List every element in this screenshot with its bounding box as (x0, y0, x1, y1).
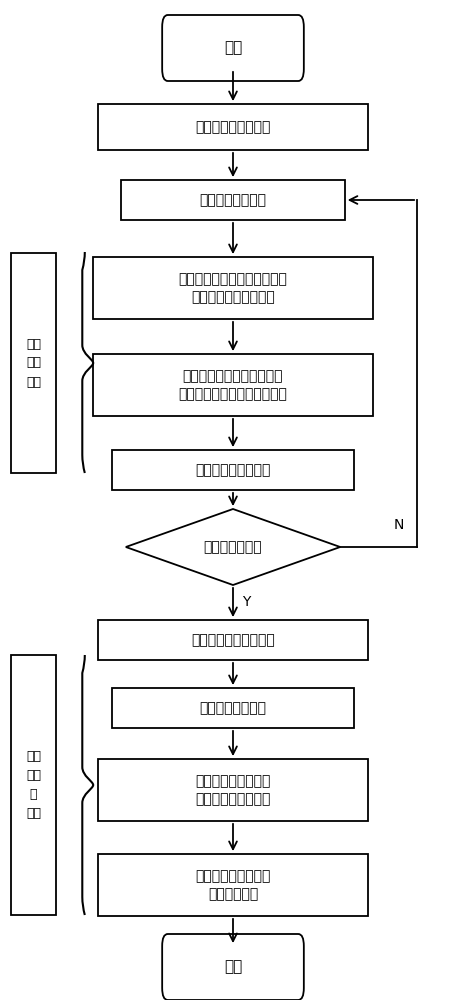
Bar (93, 257, 373, 319)
Text: 设置延时发生器参数: 设置延时发生器参数 (195, 463, 271, 477)
Text: 信噪比大于阈值: 信噪比大于阈值 (204, 540, 262, 554)
Text: 结束: 结束 (224, 960, 242, 974)
Bar (112, 688, 354, 728)
Text: 根据样本性质，调节能力衰减
器调节双脉冲激光能量: 根据样本性质，调节能力衰减 器调节双脉冲激光能量 (178, 272, 288, 304)
Bar (93, 354, 373, 416)
Text: 调节聚焦透镜沿光轴方向位
移，控制透镜到样本表面距离: 调节聚焦透镜沿光轴方向位 移，控制透镜到样本表面距离 (178, 369, 288, 401)
Text: 获取待检测作物叶片: 获取待检测作物叶片 (195, 120, 271, 134)
Text: 对光谱进行预处理: 对光谱进行预处理 (199, 701, 267, 715)
Text: 采集作物样本原子光谱: 采集作物样本原子光谱 (191, 633, 275, 647)
Bar (11, 253, 56, 473)
Bar (98, 854, 368, 916)
Text: Y: Y (242, 595, 251, 609)
Text: 烘干、研磨、压片: 烘干、研磨、压片 (199, 193, 267, 207)
FancyBboxPatch shape (162, 934, 304, 1000)
Bar (98, 759, 368, 821)
Bar (121, 180, 345, 220)
Text: 根据原子信息数据库
选择所测元素的谱线: 根据原子信息数据库 选择所测元素的谱线 (195, 774, 271, 806)
Bar (112, 450, 354, 490)
Text: N: N (394, 518, 404, 532)
Text: 数据
分析
与
处理: 数据 分析 与 处理 (26, 750, 41, 820)
Text: 仪器
参数
调节: 仪器 参数 调节 (26, 338, 41, 388)
Bar (98, 104, 368, 150)
Bar (11, 655, 56, 915)
Text: 开始: 开始 (224, 40, 242, 55)
FancyBboxPatch shape (162, 15, 304, 81)
Bar (98, 620, 368, 660)
Polygon shape (126, 509, 340, 585)
Text: 通过数据库模型计算
营养元素含量: 通过数据库模型计算 营养元素含量 (195, 869, 271, 901)
